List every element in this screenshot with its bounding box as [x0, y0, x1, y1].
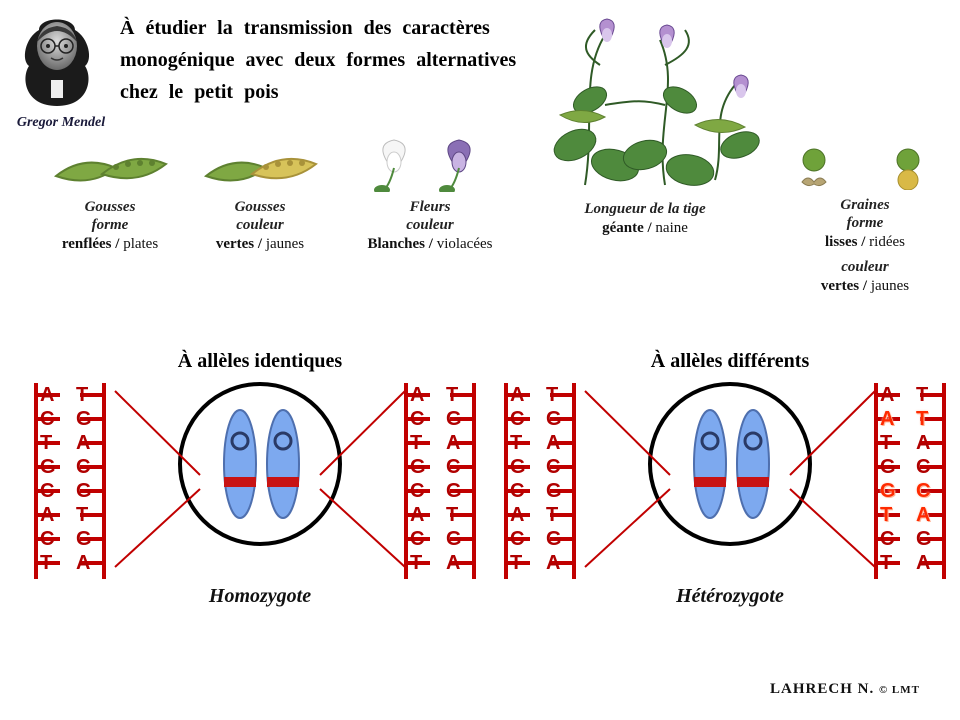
portrait-caption: Gregor Mendel	[6, 115, 116, 131]
traits-row: Goussesforme renflées / plates Goussesco…	[0, 140, 960, 315]
pods-color-icon	[200, 140, 320, 192]
pods-shape-icon	[50, 140, 170, 192]
nucleus	[175, 379, 345, 549]
credit: LAHRECH N. © LMT	[770, 681, 920, 698]
nucleus	[645, 379, 815, 549]
trait-longueur-tige: Longueur de la tige géante / naine	[540, 200, 750, 237]
dna-ladder-left: ATCGTAGCCGATCGTA	[30, 383, 110, 579]
trait-values: Blanches / violacées	[350, 236, 510, 253]
seeds-icon	[790, 146, 940, 190]
allele-section: À allèles identiques ATCGTAGCCGATCGTA	[0, 350, 960, 670]
dna-ladder-right-mutated: ATATTAGCGCTACGTA	[870, 383, 950, 579]
trait-fleurs-couleur: Fleurscouleur Blanches / violacées	[350, 134, 510, 253]
zygote-label: Hétérozygote	[510, 585, 950, 608]
trait-sublabel: couleur	[780, 259, 950, 276]
trait-label: Goussescouleur	[190, 198, 330, 234]
zygote-label: Homozygote	[40, 585, 480, 608]
allele-title: À allèles différents	[510, 350, 950, 373]
mendel-portrait	[15, 8, 100, 113]
dna-ladder-left: ATCGTAGCCGATCGTA	[500, 383, 580, 579]
trait-gousses-couleur: Goussescouleur vertes / jaunes	[190, 140, 330, 253]
dna-ladder-right: ATCGTAGCCGATCGTA	[400, 383, 480, 579]
trait-label: Fleurscouleur	[350, 198, 510, 234]
trait-label: Goussesforme	[40, 198, 180, 234]
trait-values: vertes / jaunes	[190, 236, 330, 253]
trait-gousses-forme: Goussesforme renflées / plates	[40, 140, 180, 253]
allele-title: À allèles identiques	[40, 350, 480, 373]
page-title: À étudier la transmission des caractères…	[120, 12, 520, 108]
trait-values: renflées / plates	[40, 236, 180, 253]
trait-graines: Grainesforme lisses / ridées couleur ver…	[780, 146, 950, 295]
homozygote-block: À allèles identiques ATCGTAGCCGATCGTA	[40, 350, 480, 608]
flowers-icon	[360, 134, 500, 192]
trait-values: lisses / ridées	[780, 234, 950, 251]
trait-label: Grainesforme	[780, 196, 950, 232]
heterozygote-block: À allèles différents ATCGTAGCCGATCGTA	[510, 350, 950, 608]
trait-label: Longueur de la tige	[540, 200, 750, 218]
trait-subvalues: vertes / jaunes	[780, 278, 950, 295]
trait-values: géante / naine	[540, 220, 750, 237]
